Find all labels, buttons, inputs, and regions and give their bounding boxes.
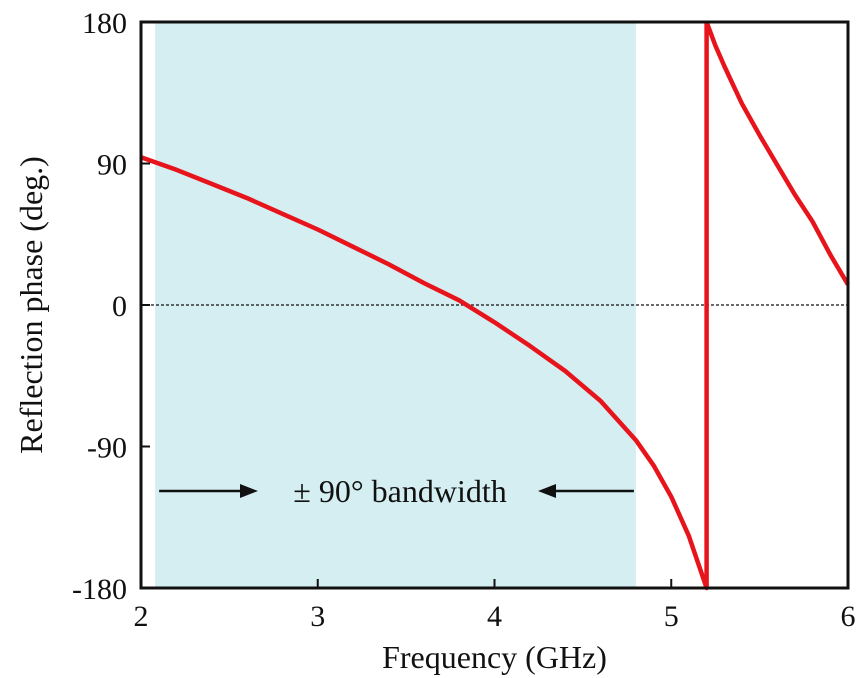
y-tick-label: -90 [87, 432, 127, 465]
x-tick-label: 5 [664, 600, 679, 633]
x-tick-label: 3 [310, 600, 325, 633]
bandwidth-annotation: ± 90° bandwidth [293, 473, 506, 509]
series-layer [140, 21, 850, 591]
series-line-0 [140, 21, 850, 591]
annotation-arrow-right-head [538, 484, 556, 498]
y-tick-label: 180 [82, 7, 127, 40]
x-tick-label: 4 [487, 600, 502, 633]
annotation-layer: ± 90° bandwidth [159, 473, 634, 509]
ticks-layer: 2 3 4 5 6 -180 -90 0 90 180 [72, 7, 856, 633]
annotation-arrow-left-head [240, 484, 258, 498]
y-tick-label: 0 [112, 290, 127, 323]
y-tick-label: -180 [72, 573, 127, 606]
y-axis-title: Reflection phase (deg.) [13, 156, 49, 454]
y-tick-label: 90 [97, 149, 127, 182]
x-axis-title: Frequency (GHz) [382, 639, 607, 675]
x-tick-label: 6 [841, 600, 856, 633]
x-tick-label: 2 [134, 600, 149, 633]
